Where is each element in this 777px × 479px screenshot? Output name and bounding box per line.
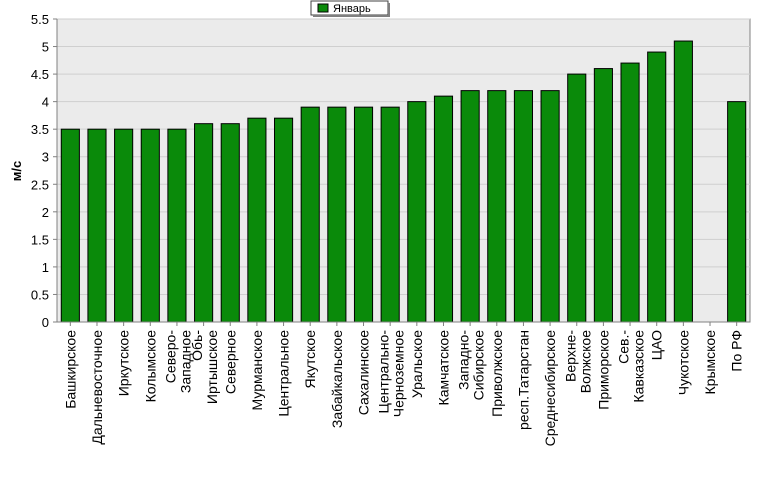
- x-tick-label: Чукотское: [675, 330, 691, 395]
- bar[interactable]: [433, 95, 454, 323]
- bar[interactable]: [620, 62, 640, 323]
- x-tick-label: Западно-Сибирское: [456, 330, 487, 401]
- y-tick-label: 4.5: [31, 67, 49, 82]
- plot-area: [56, 18, 751, 323]
- x-tick-label: Обь-Иртышское: [189, 330, 220, 404]
- legend[interactable]: Январь: [310, 0, 390, 17]
- x-tick-label: Приморское: [595, 330, 611, 410]
- legend-shadow: [388, 3, 390, 16]
- y-tick-label: 1.5: [31, 232, 49, 247]
- x-tick-label: Приволжское: [489, 330, 505, 417]
- x-tick-label: Северное: [222, 330, 238, 394]
- legend-shadow-bottom: [313, 15, 390, 17]
- bar[interactable]: [593, 68, 613, 323]
- y-axis-ticks: 0 0.5 1 1.5 2 2.5 3 3.5 4 4.5 5 5.5: [31, 12, 57, 330]
- bar[interactable]: [513, 90, 534, 323]
- bar[interactable]: [567, 73, 587, 323]
- x-tick-label: Мурманское: [249, 330, 265, 411]
- bar[interactable]: [87, 128, 107, 323]
- y-tick-label: 0: [42, 315, 49, 330]
- x-tick-label: Башкирское: [62, 330, 78, 409]
- y-tick-label: 3: [42, 150, 49, 165]
- x-tick-label: Центрально-Черноземное: [376, 330, 407, 418]
- y-tick-label: 4: [42, 95, 49, 110]
- x-tick-label: Центральное: [276, 330, 292, 417]
- bar[interactable]: [300, 106, 320, 323]
- legend-label: Январь: [333, 3, 371, 15]
- bar[interactable]: [353, 106, 374, 323]
- bar[interactable]: [140, 128, 160, 323]
- y-tick-label: 5.5: [31, 12, 49, 27]
- x-tick-label: Среднесибирское: [542, 330, 558, 447]
- x-tick-label: Сев.-Кавказское: [616, 330, 647, 403]
- y-tick-label: 3.5: [31, 122, 49, 137]
- bar[interactable]: [60, 128, 80, 323]
- x-tick-label: ЦАО: [649, 330, 665, 360]
- y-tick-label: 0.5: [31, 287, 49, 302]
- x-tick-label: респ.Татарстан: [515, 330, 531, 430]
- bar[interactable]: [114, 128, 134, 323]
- y-tick-label: 1: [42, 260, 49, 275]
- y-tick-label: 2.5: [31, 177, 49, 192]
- bar[interactable]: [167, 128, 187, 323]
- bar[interactable]: [247, 117, 267, 323]
- x-tick-label: Верхне-Волжское: [562, 330, 593, 394]
- bar[interactable]: [273, 117, 294, 323]
- bar[interactable]: [327, 106, 347, 323]
- y-tick-label: 2: [42, 205, 49, 220]
- x-tick-label: Камчатское: [435, 330, 451, 406]
- x-tick-label: Иркутское: [116, 330, 132, 396]
- bar[interactable]: [220, 123, 240, 323]
- x-tick-label: Колымское: [142, 330, 158, 403]
- x-tick-label: Забайкальское: [329, 330, 345, 428]
- x-tick-label: Крымское: [702, 330, 718, 395]
- bar[interactable]: [407, 101, 427, 323]
- bar[interactable]: [380, 106, 400, 323]
- x-tick-label: По РФ: [729, 330, 745, 372]
- bar[interactable]: [194, 123, 214, 323]
- bar[interactable]: [647, 51, 667, 323]
- x-tick-label: Уральское: [409, 330, 425, 398]
- y-tick-label: 5: [42, 40, 49, 55]
- x-tick-label: Северо-Западное: [162, 330, 193, 393]
- bar[interactable]: [460, 90, 480, 323]
- bar[interactable]: [487, 90, 507, 323]
- bar[interactable]: [673, 40, 693, 323]
- x-tick-label: Якутское: [302, 330, 318, 389]
- y-axis-label: м/с: [9, 161, 24, 181]
- legend-swatch: [317, 3, 329, 13]
- bar[interactable]: [727, 101, 747, 323]
- bar[interactable]: [540, 90, 560, 323]
- x-tick-label: Дальневосточное: [89, 330, 105, 445]
- x-axis-labels: Башкирское Дальневосточное Иркутское Колымс…: [62, 322, 745, 447]
- x-tick-label: Сахалинское: [356, 330, 372, 415]
